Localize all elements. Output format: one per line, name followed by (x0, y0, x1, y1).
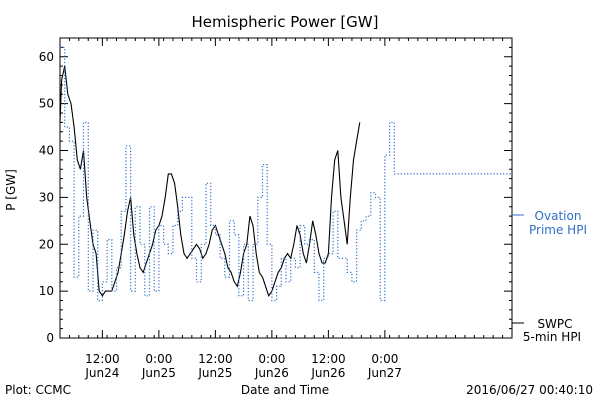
x-axis-ticks: 12:00Jun240:00Jun2512:00Jun250:00Jun2612… (59, 38, 513, 380)
x-tick-label-time: 0:00 (145, 352, 172, 366)
x-tick-label-date: Jun24 (84, 366, 119, 380)
y-tick-label: 50 (39, 97, 54, 111)
x-axis-label: Date and Time (241, 383, 329, 397)
x-tick-label-time: 12:00 (198, 352, 233, 366)
timestamp-label: 2016/06/27 00:40:10 (466, 383, 593, 397)
legend-swpc-label: SWPC (537, 317, 572, 331)
series-line-ovation-prime (60, 46, 512, 302)
y-tick-label: 20 (39, 237, 54, 251)
x-tick-label-date: Jun26 (310, 366, 345, 380)
x-tick-label-date: Jun25 (197, 366, 232, 380)
y-axis-label: P [GW] (4, 169, 18, 211)
chart-title: Hemispheric Power [GW] (192, 13, 379, 31)
y-tick-label: 40 (39, 144, 54, 158)
x-tick-label-date: Jun25 (141, 366, 176, 380)
y-tick-label: 60 (39, 50, 54, 64)
x-tick-label-date: Jun27 (367, 366, 402, 380)
series-layer (59, 46, 512, 302)
y-tick-label: 30 (39, 190, 54, 204)
x-tick-label-time: 12:00 (311, 352, 346, 366)
plot-source-label: Plot: CCMC (5, 383, 71, 397)
series-line-swpc (59, 65, 361, 298)
y-axis-ticks: 0 10 20 30 40 50 60 (39, 37, 512, 345)
plot-frame (59, 37, 513, 339)
legend-swpc-label-2: 5-min HPI (523, 330, 581, 344)
x-tick-label-time: 0:00 (371, 352, 398, 366)
x-tick-label-time: 12:00 (85, 352, 120, 366)
x-tick-label-time: 0:00 (258, 352, 285, 366)
y-tick-label: 0 (46, 331, 54, 345)
legend-ovation-label-2: Prime HPI (529, 223, 587, 237)
x-tick-label-date: Jun26 (254, 366, 289, 380)
y-tick-label: 10 (39, 284, 54, 298)
legend-ovation-label: Ovation (535, 209, 582, 223)
